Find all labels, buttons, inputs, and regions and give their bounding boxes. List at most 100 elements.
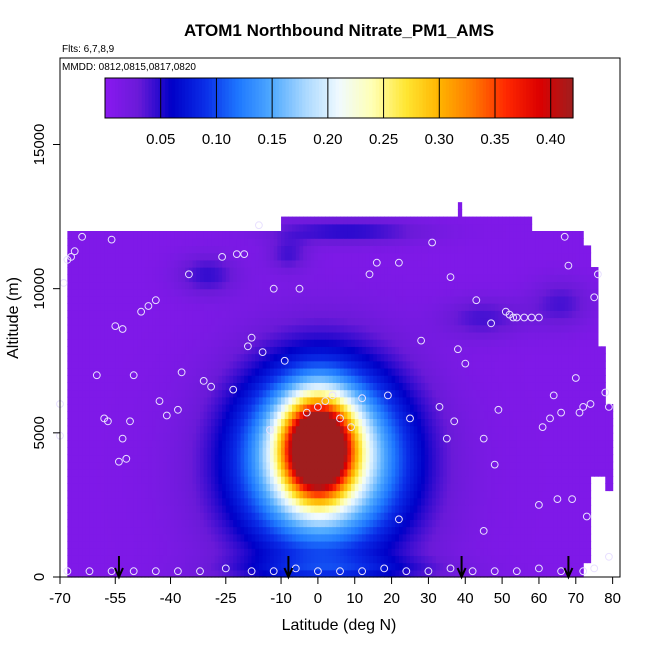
heatmap-cell xyxy=(251,425,256,434)
heatmap-cell xyxy=(270,252,275,261)
heatmap-cell xyxy=(288,245,293,254)
heatmap-cell xyxy=(89,245,94,254)
heatmap-cell xyxy=(96,396,102,405)
heatmap-cell xyxy=(144,274,150,283)
heatmap-cell xyxy=(314,404,319,412)
heatmap-cell xyxy=(225,432,231,441)
heatmap-cell xyxy=(266,512,271,520)
heatmap-cell xyxy=(303,310,308,319)
heatmap-cell xyxy=(111,504,116,513)
heatmap-cell xyxy=(395,440,400,448)
heatmap-cell xyxy=(421,504,426,513)
heatmap-cell xyxy=(166,548,172,556)
heatmap-cell xyxy=(428,490,433,499)
heatmap-cell xyxy=(284,490,290,499)
heatmap-cell xyxy=(299,238,304,247)
heatmap-cell xyxy=(163,533,168,542)
heatmap-cell xyxy=(306,223,312,232)
heatmap-cell xyxy=(299,440,304,448)
heatmap-cell xyxy=(424,454,430,463)
heatmap-cell xyxy=(284,548,290,556)
heatmap-cell xyxy=(299,353,304,362)
heatmap-cell xyxy=(255,303,260,311)
heatmap-cell xyxy=(203,267,208,275)
heatmap-cell xyxy=(435,238,441,247)
heatmap-cell xyxy=(328,440,334,448)
heatmap-cell xyxy=(233,569,238,578)
heatmap-cell xyxy=(111,360,116,369)
heatmap-cell xyxy=(284,497,290,506)
heatmap-cell xyxy=(115,339,120,347)
heatmap-cell xyxy=(152,504,157,513)
heatmap-cell xyxy=(417,569,422,578)
heatmap-cell xyxy=(71,324,76,333)
heatmap-cell xyxy=(380,375,385,383)
heatmap-cell xyxy=(137,476,142,484)
heatmap-cell xyxy=(321,317,326,326)
heatmap-cell xyxy=(218,476,223,484)
heatmap-cell xyxy=(417,418,422,427)
heatmap-cell xyxy=(384,555,389,564)
heatmap-cell xyxy=(74,454,80,463)
heatmap-cell xyxy=(163,360,168,369)
heatmap-cell xyxy=(325,259,330,268)
heatmap-cell xyxy=(270,562,275,571)
heatmap-cell xyxy=(325,324,330,333)
heatmap-cell xyxy=(233,331,238,340)
heatmap-cell xyxy=(130,432,135,441)
heatmap-cell xyxy=(177,540,183,549)
heatmap-cell xyxy=(141,367,146,376)
heatmap-cell xyxy=(192,295,197,304)
heatmap-cell xyxy=(277,533,282,542)
heatmap-cell xyxy=(74,533,80,542)
heatmap-cell xyxy=(148,303,153,311)
heatmap-cell xyxy=(347,310,352,319)
heatmap-cell xyxy=(321,339,326,347)
heatmap-cell xyxy=(196,367,201,376)
heatmap-cell xyxy=(340,519,345,528)
heatmap-cell xyxy=(233,339,238,347)
heatmap-cell xyxy=(432,504,437,513)
heatmap-cell xyxy=(299,231,304,239)
heatmap-cell xyxy=(163,274,168,283)
heatmap-cell xyxy=(115,295,120,304)
heatmap-cell xyxy=(159,540,164,549)
heatmap-cell xyxy=(288,375,293,383)
heatmap-cell xyxy=(258,404,264,412)
heatmap-cell xyxy=(347,288,352,297)
heatmap-cell xyxy=(107,418,113,427)
heatmap-cell xyxy=(78,490,83,499)
heatmap-cell xyxy=(398,540,404,549)
heatmap-cell xyxy=(332,274,337,283)
heatmap-cell xyxy=(299,310,304,319)
heatmap-cell xyxy=(351,562,356,571)
heatmap-cell xyxy=(163,331,168,340)
heatmap-cell xyxy=(141,288,146,297)
heatmap-cell xyxy=(148,259,153,268)
heatmap-cell xyxy=(332,245,337,254)
heatmap-cell xyxy=(122,468,127,477)
heatmap-cell xyxy=(133,519,138,528)
heatmap-cell xyxy=(181,497,186,506)
heatmap-cell xyxy=(343,310,348,319)
heatmap-cell xyxy=(358,267,363,275)
heatmap-cell xyxy=(380,281,385,290)
heatmap-cell xyxy=(310,346,315,355)
heatmap-cell xyxy=(288,346,293,355)
heatmap-cell xyxy=(152,461,157,470)
heatmap-cell xyxy=(207,303,212,311)
heatmap-cell xyxy=(118,382,124,391)
heatmap-cell xyxy=(428,425,433,434)
heatmap-cell xyxy=(340,252,345,261)
heatmap-cell xyxy=(133,288,138,297)
heatmap-cell xyxy=(126,440,131,448)
heatmap-cell xyxy=(343,295,348,304)
heatmap-cell xyxy=(277,360,282,369)
heatmap-cell xyxy=(343,267,348,275)
heatmap-cell xyxy=(93,382,98,391)
heatmap-cell xyxy=(332,252,337,261)
heatmap-cell xyxy=(410,461,415,470)
heatmap-cell xyxy=(100,396,105,405)
heatmap-cell xyxy=(387,396,393,405)
heatmap-cell xyxy=(281,497,286,506)
